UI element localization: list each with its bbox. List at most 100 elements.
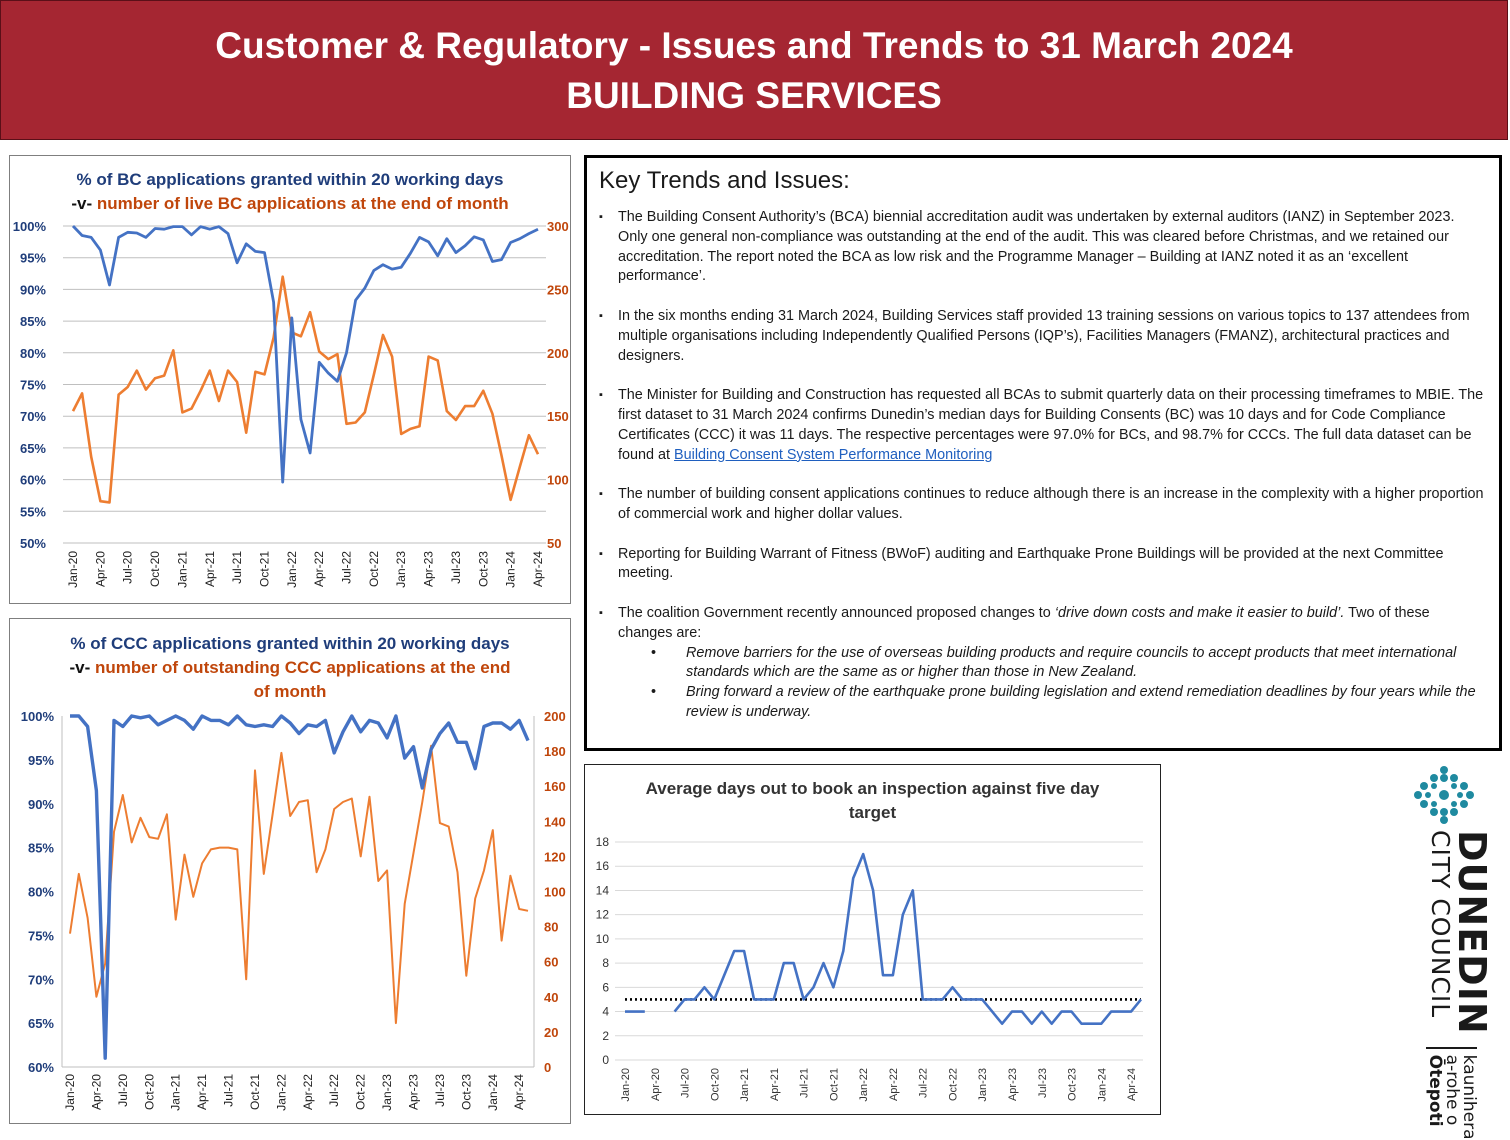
logo-sub: CITY COUNCIL bbox=[1426, 830, 1455, 1019]
dcc-lattice-logo-icon bbox=[1414, 766, 1474, 824]
x-tick-label: Apr-21 bbox=[203, 551, 217, 587]
ccc-chart-title-line1: % of CCC applications granted within 20 … bbox=[70, 634, 510, 653]
x-tick-label: Jan-21 bbox=[169, 1074, 183, 1111]
bc-chart-title-line1: % of BC applications granted within 20 w… bbox=[76, 170, 504, 189]
y-right-tick-label: 60 bbox=[544, 955, 558, 970]
y-left-tick-label: 85% bbox=[20, 314, 46, 329]
y-tick-label: 12 bbox=[596, 908, 610, 922]
y-left-tick-label: 90% bbox=[20, 282, 46, 297]
x-tick-label: Jan-24 bbox=[1096, 1068, 1108, 1102]
y-left-tick-label: 60% bbox=[20, 473, 46, 488]
list-item: ▪ Reporting for Building Warrant of Fitne… bbox=[599, 545, 1444, 582]
y-right-tick-label: 120 bbox=[544, 849, 566, 864]
y-right-tick-label: 50 bbox=[547, 536, 561, 551]
x-tick-label: Apr-21 bbox=[195, 1074, 209, 1110]
bullet-icon: ▪ bbox=[599, 547, 603, 560]
bc-chart-title: % of BC applications granted within 20 w… bbox=[10, 168, 570, 216]
y-right-tick-label: 160 bbox=[544, 779, 566, 794]
y-right-tick-label: 140 bbox=[544, 814, 566, 829]
y-left-tick-label: 80% bbox=[28, 885, 54, 900]
x-tick-label: Jan-23 bbox=[977, 1068, 989, 1102]
x-tick-label: Jul-23 bbox=[1037, 1068, 1049, 1098]
key-trends-box: Key Trends and Issues: ▪ The Building Con… bbox=[584, 155, 1502, 751]
bullet-icon: ▪ bbox=[599, 309, 603, 322]
x-tick-label: Apr-23 bbox=[407, 1074, 421, 1110]
list-item: ▪ The coalition Government recently annou… bbox=[599, 604, 1487, 723]
x-tick-label: Jul-20 bbox=[680, 1068, 692, 1098]
y-left-tick-label: 100% bbox=[13, 219, 47, 234]
bullet-icon: ▪ bbox=[599, 488, 603, 501]
x-tick-label: Jan-22 bbox=[858, 1068, 870, 1102]
y-right-tick-label: 300 bbox=[547, 219, 569, 234]
page-banner: Customer & Regulatory - Issues and Trend… bbox=[0, 0, 1508, 140]
y-right-tick-label: 80 bbox=[544, 920, 558, 935]
x-tick-label: Apr-23 bbox=[1007, 1068, 1019, 1101]
x-tick-label: Apr-20 bbox=[650, 1068, 662, 1101]
y-right-tick-label: 40 bbox=[544, 990, 558, 1005]
x-tick-label: Apr-24 bbox=[512, 1074, 526, 1110]
x-tick-label: Apr-22 bbox=[301, 1074, 315, 1110]
y-left-tick-label: 65% bbox=[28, 1016, 54, 1031]
x-tick-label: Jan-24 bbox=[504, 551, 518, 588]
bc-live-applications-line bbox=[71, 275, 540, 504]
y-right-tick-label: 150 bbox=[547, 409, 569, 424]
y-right-tick-label: 180 bbox=[544, 744, 566, 759]
x-tick-label: Oct-21 bbox=[257, 551, 271, 587]
dot-icon: • bbox=[651, 684, 657, 701]
bullet-icon: ▪ bbox=[599, 606, 603, 619]
y-left-tick-label: 75% bbox=[20, 378, 46, 393]
y-left-tick-label: 50% bbox=[20, 536, 46, 551]
y-right-tick-label: 100 bbox=[547, 473, 569, 488]
y-left-tick-label: 80% bbox=[20, 346, 46, 361]
x-tick-label: Apr-23 bbox=[422, 551, 436, 587]
bc-chart-svg: 50% 55% 60% 65% 70% 75% 80% 85% 90% 95% 100% 50 100 1… bbox=[13, 219, 569, 588]
x-tick-label: Jan-20 bbox=[66, 551, 80, 588]
x-tick-label: Jul-21 bbox=[799, 1068, 811, 1098]
ccc-chart-svg: 60% 65% 70% 75% 80% 85% 90% 95% 100% 0 20 40 60 80 100… bbox=[21, 709, 566, 1111]
dot-icon: • bbox=[651, 644, 657, 661]
bullet-icon: ▪ bbox=[599, 389, 603, 402]
x-tick-label: Apr-20 bbox=[93, 551, 107, 587]
inspection-chart-panel: Average days out to book an inspection a… bbox=[584, 764, 1161, 1115]
y-tick-label: 6 bbox=[602, 980, 609, 994]
x-tick-label: Jul-21 bbox=[222, 1074, 236, 1107]
x-tick-label: Jul-22 bbox=[340, 551, 354, 584]
page-subtitle: BUILDING SERVICES bbox=[566, 75, 942, 116]
y-left-tick-label: 70% bbox=[28, 972, 54, 987]
x-tick-label: Jan-21 bbox=[739, 1068, 751, 1102]
x-tick-label: Jul-22 bbox=[918, 1068, 930, 1098]
ccc-chart-title-line2: number of outstanding CCC applications a… bbox=[94, 658, 511, 701]
logo-name: DUNEDIN bbox=[1450, 830, 1494, 1035]
y-left-tick-label: 70% bbox=[20, 409, 46, 424]
y-right-tick-label: 100 bbox=[544, 885, 566, 900]
sub-list-item: • Remove barriers for the use of overseas… bbox=[651, 644, 1457, 681]
logo-maori2: a-rohe o bbox=[1442, 1054, 1462, 1126]
ccc-outstanding-applications-line bbox=[69, 744, 529, 1025]
x-tick-label: Apr-22 bbox=[312, 551, 326, 587]
sub-list-item: • Bring forward a review of the earthquak… bbox=[651, 684, 1476, 720]
ccc-chart-title-vs: -v- bbox=[69, 658, 91, 677]
performance-monitoring-link[interactable]: Building Consent System Performance Moni… bbox=[674, 446, 993, 463]
y-right-tick-label: 250 bbox=[547, 282, 569, 297]
y-left-tick-label: 55% bbox=[20, 504, 46, 519]
x-tick-label: Jul-22 bbox=[327, 1074, 341, 1107]
y-right-tick-label: 20 bbox=[544, 1025, 558, 1040]
key-trends-heading: Key Trends and Issues: bbox=[599, 167, 850, 194]
x-tick-label: Jan-21 bbox=[175, 551, 189, 588]
x-tick-label: Apr-24 bbox=[531, 551, 545, 587]
x-tick-label: Jul-20 bbox=[116, 1074, 130, 1107]
y-left-tick-label: 60% bbox=[28, 1060, 54, 1075]
logo-maori3: Ōtepoti bbox=[1425, 1054, 1445, 1127]
bc-percent-granted-line bbox=[71, 225, 539, 484]
y-right-tick-label: 200 bbox=[544, 709, 566, 724]
x-tick-label: Apr-20 bbox=[89, 1074, 103, 1110]
inspection-chart-title: Average days out to book an inspection a… bbox=[585, 777, 1160, 825]
ccc-chart-title: % of CCC applications granted within 20 … bbox=[10, 632, 570, 704]
y-tick-label: 18 bbox=[596, 835, 610, 849]
logo-maori1: kaunihera bbox=[1459, 1054, 1479, 1140]
y-left-tick-label: 95% bbox=[28, 753, 54, 768]
x-tick-label: Oct-22 bbox=[947, 1068, 959, 1101]
ccc-chart-panel: % of CCC applications granted within 20 … bbox=[9, 618, 571, 1124]
x-tick-label: Jul-23 bbox=[449, 551, 463, 584]
list-item: ▪ The Building Consent Authority’s (BCA) … bbox=[599, 209, 1455, 285]
